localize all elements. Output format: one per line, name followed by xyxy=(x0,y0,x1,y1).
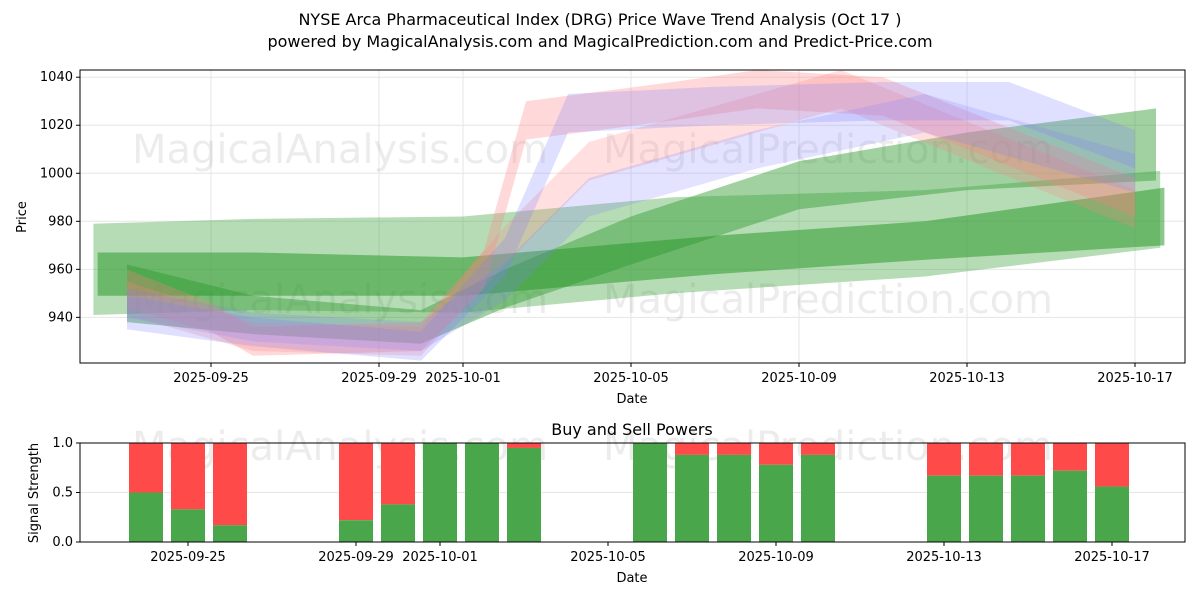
y-axis-label: Signal Strength xyxy=(27,443,42,543)
buy-bar xyxy=(927,475,961,542)
wave-band-green xyxy=(97,187,1165,296)
y-tick-label: 980 xyxy=(48,214,73,229)
sell-bar xyxy=(927,443,961,476)
buy-bar xyxy=(507,447,541,542)
x-tick-label: 2025-10-13 xyxy=(929,371,1005,386)
sell-bar xyxy=(675,443,709,455)
sell-bar xyxy=(717,443,751,455)
buy-bar xyxy=(129,492,163,542)
sell-bar xyxy=(969,443,1003,476)
watermark: MagicalAnalysis.com xyxy=(132,127,548,173)
buy-bar xyxy=(171,509,205,542)
sell-bar xyxy=(339,443,373,521)
x-tick-label: 2025-10-09 xyxy=(738,550,814,565)
y-tick-label: 0.5 xyxy=(52,486,73,501)
y-tick-label: 940 xyxy=(48,310,73,325)
x-tick-label: 2025-10-01 xyxy=(425,371,501,386)
x-tick-label: 2025-10-09 xyxy=(761,371,837,386)
y-tick-label: 960 xyxy=(48,262,73,277)
wave-band-red xyxy=(127,70,1135,356)
wave-band-red xyxy=(127,70,1135,356)
buy-bar xyxy=(339,520,373,542)
plot-frame xyxy=(79,442,1186,543)
sell-bar xyxy=(213,443,247,526)
sell-bar xyxy=(381,443,415,505)
x-tick-label: 2025-10-05 xyxy=(593,371,669,386)
buy-bar xyxy=(1095,486,1129,542)
sell-bar xyxy=(1095,443,1129,487)
x-tick-label: 2025-09-29 xyxy=(318,550,394,565)
x-tick-label: 2025-10-05 xyxy=(570,550,646,565)
buy-bar xyxy=(381,504,415,542)
sell-bar xyxy=(171,443,205,510)
buy-bar xyxy=(759,464,793,542)
watermark: MagicalPrediction.com xyxy=(603,127,1053,173)
subchart-title: Buy and Sell Powers xyxy=(551,420,713,439)
wave-band-blue xyxy=(127,82,1135,361)
watermark: MagicalPrediction.com xyxy=(603,277,1053,323)
y-tick-label: 1000 xyxy=(40,166,73,181)
x-tick-label: 2025-10-17 xyxy=(1074,550,1150,565)
x-tick-label: 2025-10-01 xyxy=(402,550,478,565)
x-tick-label: 2025-09-25 xyxy=(173,371,249,386)
y-tick-label: 0.0 xyxy=(52,535,73,550)
sell-bar xyxy=(507,443,541,448)
y-tick-label: 1040 xyxy=(40,70,73,85)
buy-bar xyxy=(675,454,709,542)
chart-subtitle: powered by MagicalAnalysis.com and Magic… xyxy=(267,32,932,51)
y-tick-label: 1.0 xyxy=(52,436,73,451)
y-tick-label: 1020 xyxy=(40,118,73,133)
x-tick-label: 2025-10-13 xyxy=(906,550,982,565)
buy-bar xyxy=(717,454,751,542)
buy-bar xyxy=(213,525,247,542)
chart-title: NYSE Arca Pharmaceutical Index (DRG) Pri… xyxy=(298,10,901,29)
wave-band-green xyxy=(127,108,1156,344)
wave-band-blue xyxy=(127,94,1135,351)
y-axis-label: Price xyxy=(15,201,30,233)
x-axis-label: Date xyxy=(616,571,647,586)
buy-bar xyxy=(633,443,667,542)
buy-bar xyxy=(423,443,457,542)
sell-bar xyxy=(801,443,835,455)
sell-bar xyxy=(1053,443,1087,471)
buy-bar xyxy=(465,443,499,542)
sell-bar xyxy=(129,443,163,493)
buy-bar xyxy=(969,475,1003,542)
x-tick-label: 2025-09-29 xyxy=(341,371,417,386)
x-tick-label: 2025-09-25 xyxy=(150,550,226,565)
buy-bar xyxy=(1053,470,1087,542)
sell-bar xyxy=(1011,443,1045,476)
plot-frame xyxy=(79,69,1186,364)
sell-bar xyxy=(759,443,793,465)
x-tick-label: 2025-10-17 xyxy=(1097,371,1173,386)
x-axis-label: Date xyxy=(616,392,647,407)
buy-bar xyxy=(801,454,835,542)
buy-bar xyxy=(1011,475,1045,542)
